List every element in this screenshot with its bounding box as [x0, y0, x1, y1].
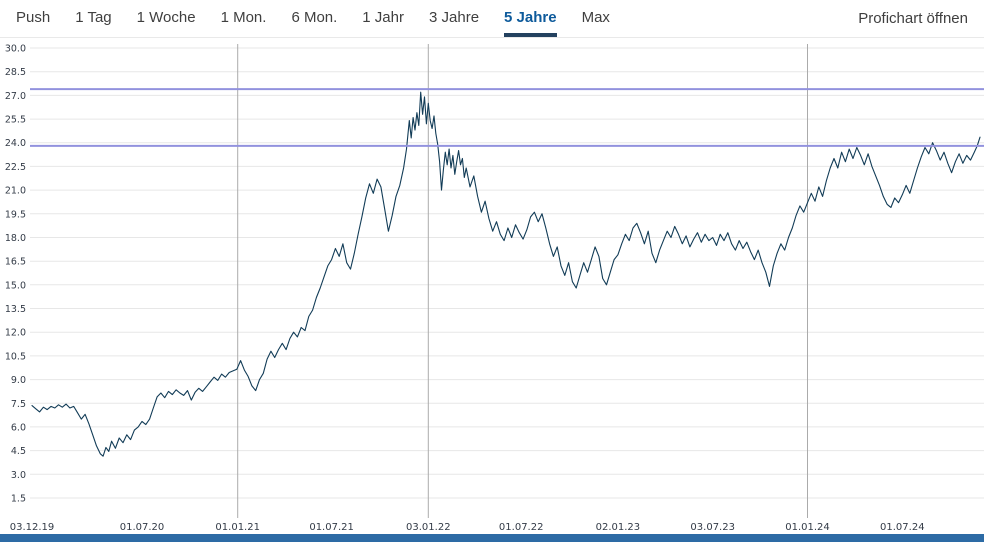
y-axis-label: 24.0 [5, 138, 26, 149]
x-axis-label: 01.07.21 [309, 522, 354, 533]
tab-1-tag[interactable]: 1 Tag [75, 9, 112, 26]
tab-1-jahr[interactable]: 1 Jahr [362, 9, 404, 26]
y-axis-label: 22.5 [5, 162, 26, 173]
y-axis-label: 12.0 [5, 328, 26, 339]
y-axis-label: 1.5 [11, 494, 26, 505]
y-axis-label: 15.0 [5, 280, 26, 291]
tab-1-mon-[interactable]: 1 Mon. [220, 9, 267, 26]
x-axis-label: 01.01.21 [215, 522, 260, 533]
y-axis-label: 9.0 [11, 375, 26, 386]
y-axis-label: 6.0 [11, 422, 26, 433]
y-axis-label: 28.5 [5, 67, 26, 78]
tab-push[interactable]: Push [16, 9, 51, 26]
x-axis-label: 01.07.20 [120, 522, 165, 533]
y-axis-label: 7.5 [11, 399, 26, 410]
x-axis-label: 01.07.22 [499, 522, 544, 533]
x-axis-label: 03.07.23 [690, 522, 735, 533]
period-tabs: Push 1 Tag 1 Woche 1 Mon. 6 Mon. 1 Jahr 3 Jahr… [16, 0, 610, 37]
y-axis-label: 16.5 [5, 257, 26, 268]
price-line-series [31, 91, 981, 457]
chart-toolbar: Push 1 Tag 1 Woche 1 Mon. 6 Mon. 1 Jahr 3 Jahr… [0, 0, 984, 38]
x-axis-label: 01.01.24 [785, 522, 830, 533]
x-axis-label: 01.07.24 [880, 522, 925, 533]
bottom-section-bar [0, 534, 984, 542]
y-axis-label: 19.5 [5, 209, 26, 220]
tab-6-mon-[interactable]: 6 Mon. [291, 9, 338, 26]
profichart-link[interactable]: Profichart öffnen [858, 10, 968, 27]
y-axis-label: 13.5 [5, 304, 26, 315]
y-axis-label: 4.5 [11, 446, 26, 457]
x-axis-label: 02.01.23 [596, 522, 641, 533]
x-axis-label: 03.12.19 [10, 522, 55, 533]
y-axis-label: 10.5 [5, 351, 26, 362]
tab-5-jahre[interactable]: 5 Jahre [504, 0, 557, 37]
tab-3-jahre[interactable]: 3 Jahre [429, 9, 480, 26]
tab-1-woche[interactable]: 1 Woche [136, 9, 196, 26]
y-axis-label: 21.0 [5, 186, 26, 197]
y-axis-label: 18.0 [5, 233, 26, 244]
y-axis-label: 3.0 [11, 470, 26, 481]
y-axis-label: 25.5 [5, 115, 26, 126]
y-axis-label: 30.0 [5, 44, 26, 55]
price-chart[interactable]: 30.0 28.5 27.0 25.5 24.0 22.5 21.0 19.5 18.0 16.5… [0, 38, 984, 534]
x-axis-label: 03.01.22 [406, 522, 451, 533]
tab-max[interactable]: Max [581, 9, 610, 26]
y-axis-label: 27.0 [5, 91, 26, 102]
